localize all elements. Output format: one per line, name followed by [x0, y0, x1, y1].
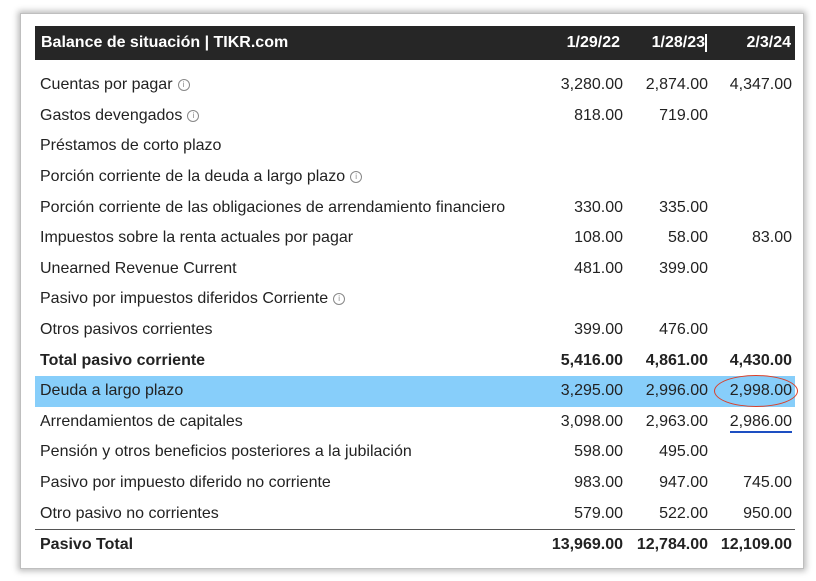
table-row: Cuentas por pagar i 3,280.00 2,874.00 4,3… — [35, 70, 795, 101]
row-label: Pasivo por impuesto diferido no corrient… — [40, 474, 331, 492]
value-cell: 2,963.00 — [645, 412, 708, 430]
row-label: Deuda a largo plazo — [40, 382, 184, 400]
value-cell: 4,861.00 — [645, 351, 708, 369]
row-label: Otros pasivos corrientes — [40, 321, 213, 339]
value-cell: 3,098.00 — [560, 412, 623, 430]
row-label: Pensión y otros beneficios posteriores a… — [40, 443, 412, 461]
value-cell: 2,996.00 — [645, 382, 708, 400]
table-row: Arrendamientos de capitales 3,098.00 2,9… — [35, 407, 795, 438]
table-row: Otros pasivos corrientes 399.00 476.00 — [35, 315, 795, 346]
row-label: Total pasivo corriente — [40, 351, 206, 369]
value-cell: 495.00 — [659, 443, 708, 461]
table-header: Balance de situación | TIKR.com 1/29/22 … — [35, 26, 795, 60]
table-row: Unearned Revenue Current 481.00 399.00 — [35, 254, 795, 285]
value-cell: 598.00 — [574, 443, 623, 461]
circled-value-cell: 2,998.00 — [708, 375, 798, 408]
table-row: Pensión y otros beneficios posteriores a… — [35, 437, 795, 468]
value-cell: 3,280.00 — [560, 76, 623, 94]
column-header-1[interactable]: 1/29/22 — [566, 34, 620, 51]
value-cell: 745.00 — [743, 474, 792, 492]
value-cell: 4,347.00 — [729, 76, 792, 94]
underlined-value-cell: 2,986.00 — [708, 412, 795, 433]
highlighted-row: Deuda a largo plazo 3,295.00 2,996.00 2,… — [35, 375, 798, 408]
row-label: Porción corriente de las obligaciones de… — [40, 198, 506, 216]
value-cell: 12,109.00 — [720, 536, 792, 554]
row-label: Gastos devengados i — [35, 107, 538, 125]
row-label: Unearned Revenue Current — [40, 259, 237, 277]
table-row: Impuestos sobre la renta actuales por pa… — [35, 223, 795, 254]
row-label: Pasivo por impuestos diferidos Corriente… — [35, 290, 538, 308]
value-cell: 3,295.00 — [560, 382, 623, 400]
value-cell: 108.00 — [574, 229, 623, 247]
value-cell: 2,874.00 — [645, 76, 708, 94]
underlined-value: 2,986.00 — [729, 412, 792, 433]
row-label: Cuentas por pagar i — [35, 76, 538, 94]
table-row: Otro pasivo no corrientes 579.00 522.00 … — [35, 498, 795, 529]
row-label: Arrendamientos de capitales — [40, 412, 243, 430]
value-cell: 5,416.00 — [560, 351, 623, 369]
value-cell: 13,969.00 — [551, 536, 623, 554]
row-label: Pasivo Total — [40, 536, 134, 554]
info-icon[interactable]: i — [333, 293, 346, 306]
table-title: Balance de situación | TIKR.com — [41, 34, 289, 51]
table-row: Pasivo por impuesto diferido no corrient… — [35, 468, 795, 499]
column-header-2[interactable]: 1/28/23 — [651, 34, 705, 51]
table-row: Préstamos de corto plazo — [35, 131, 795, 162]
row-label: Otro pasivo no corrientes — [40, 504, 219, 522]
value-cell: 950.00 — [743, 504, 792, 522]
value-cell: 399.00 — [574, 321, 623, 339]
info-icon[interactable]: i — [177, 79, 190, 92]
balance-sheet-table: Balance de situación | TIKR.com 1/29/22 … — [35, 26, 798, 561]
table-row: Porción corriente de las obligaciones de… — [35, 192, 795, 223]
table-row: Pasivo por impuestos diferidos Corriente… — [35, 284, 795, 315]
table-row: Gastos devengados i 818.00 719.00 — [35, 101, 795, 132]
value-cell: 719.00 — [659, 106, 708, 124]
row-label: Préstamos de corto plazo — [40, 137, 222, 155]
value-cell: 481.00 — [574, 259, 623, 277]
value-cell: 58.00 — [667, 229, 708, 247]
balance-sheet-card: Balance de situación | TIKR.com 1/29/22 … — [20, 13, 804, 569]
row-label: Impuestos sobre la renta actuales por pa… — [40, 229, 354, 247]
total-row: Total pasivo corriente 5,416.00 4,861.00… — [35, 345, 795, 376]
header-spacer — [35, 60, 795, 70]
value-cell: 83.00 — [751, 229, 792, 247]
column-header-3[interactable]: 2/3/24 — [705, 34, 795, 52]
value-cell: 818.00 — [574, 106, 623, 124]
value-cell: 399.00 — [659, 259, 708, 277]
value-cell: 12,784.00 — [636, 536, 708, 554]
row-label: Porción corriente de la deuda a largo pl… — [35, 168, 538, 186]
value-cell: 947.00 — [659, 474, 708, 492]
value-cell: 4,430.00 — [729, 351, 792, 369]
value-cell: 983.00 — [574, 474, 623, 492]
info-icon[interactable]: i — [350, 171, 363, 184]
value-cell: 335.00 — [659, 198, 708, 216]
table-row: Porción corriente de la deuda a largo pl… — [35, 162, 795, 193]
value-cell: 330.00 — [574, 198, 623, 216]
value-cell: 476.00 — [659, 321, 708, 339]
grand-total-row: Pasivo Total 13,969.00 12,784.00 12,109.… — [35, 528, 795, 561]
value-cell: 579.00 — [574, 504, 623, 522]
value-cell: 522.00 — [659, 504, 708, 522]
info-icon[interactable]: i — [187, 109, 200, 122]
